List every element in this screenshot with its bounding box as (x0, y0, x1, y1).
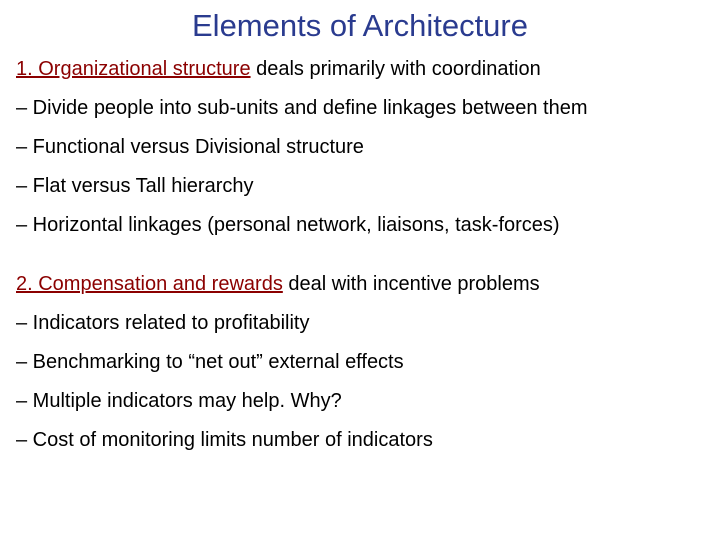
section-2-bullet: – Benchmarking to “net out” external eff… (16, 351, 704, 374)
section-2-heading: 2. Compensation and rewards deal with in… (16, 273, 704, 296)
section-1-bullet: – Functional versus Divisional structure (16, 136, 704, 159)
section-1-tail: deals primarily with coordination (251, 58, 541, 80)
section-2-bullet: – Indicators related to profitability (16, 312, 704, 335)
section-2-bullet: – Cost of monitoring limits number of in… (16, 429, 704, 452)
section-2-tail: deal with incentive problems (283, 273, 540, 295)
section-1-bullet: – Flat versus Tall hierarchy (16, 175, 704, 198)
section-2-label: 2. Compensation and rewards (16, 273, 283, 295)
section-1-heading: 1. Organizational structure deals primar… (16, 58, 704, 81)
section-1-bullet: – Divide people into sub-units and defin… (16, 97, 704, 120)
section-1-bullet: – Horizontal linkages (personal network,… (16, 214, 704, 237)
section-2-bullet: – Multiple indicators may help. Why? (16, 390, 704, 413)
slide-title: Elements of Architecture (16, 8, 704, 44)
section-spacer (16, 253, 704, 273)
section-1-label: 1. Organizational structure (16, 58, 251, 80)
